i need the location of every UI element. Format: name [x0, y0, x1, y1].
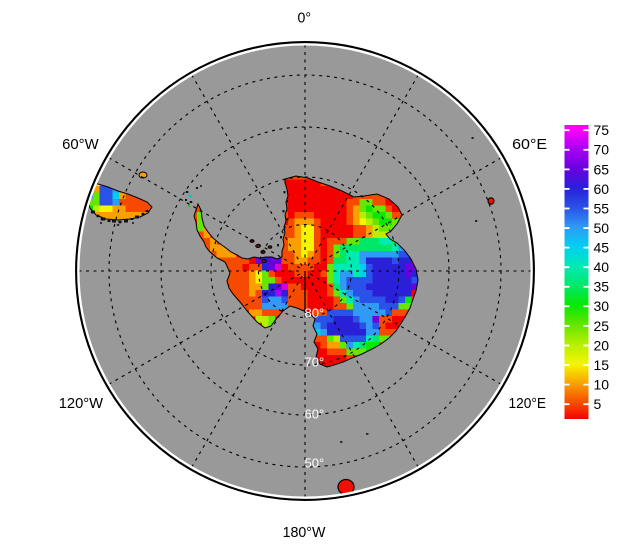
- svg-text:35: 35: [594, 279, 610, 295]
- svg-text:60°W: 60°W: [62, 136, 99, 153]
- svg-text:60°: 60°: [305, 407, 325, 422]
- svg-text:60°E: 60°E: [512, 136, 547, 153]
- svg-text:80°: 80°: [305, 306, 325, 321]
- svg-text:60: 60: [594, 181, 610, 197]
- svg-text:75: 75: [594, 122, 610, 138]
- svg-text:65: 65: [594, 161, 610, 177]
- svg-text:55: 55: [594, 200, 610, 216]
- svg-text:0°: 0°: [298, 10, 312, 27]
- svg-text:50°: 50°: [305, 456, 325, 471]
- svg-text:5: 5: [594, 396, 602, 412]
- svg-text:120°W: 120°W: [59, 395, 104, 412]
- svg-text:70: 70: [594, 142, 610, 158]
- svg-text:40: 40: [594, 259, 610, 275]
- svg-text:15: 15: [594, 357, 610, 373]
- svg-text:10: 10: [594, 377, 610, 393]
- svg-text:70°: 70°: [305, 355, 325, 370]
- svg-text:20: 20: [594, 337, 610, 353]
- svg-text:50: 50: [594, 220, 610, 236]
- svg-text:30: 30: [594, 298, 610, 314]
- svg-text:180°W: 180°W: [283, 524, 327, 541]
- svg-text:120°E: 120°E: [509, 395, 547, 412]
- svg-text:25: 25: [594, 318, 610, 334]
- svg-text:45: 45: [594, 240, 610, 256]
